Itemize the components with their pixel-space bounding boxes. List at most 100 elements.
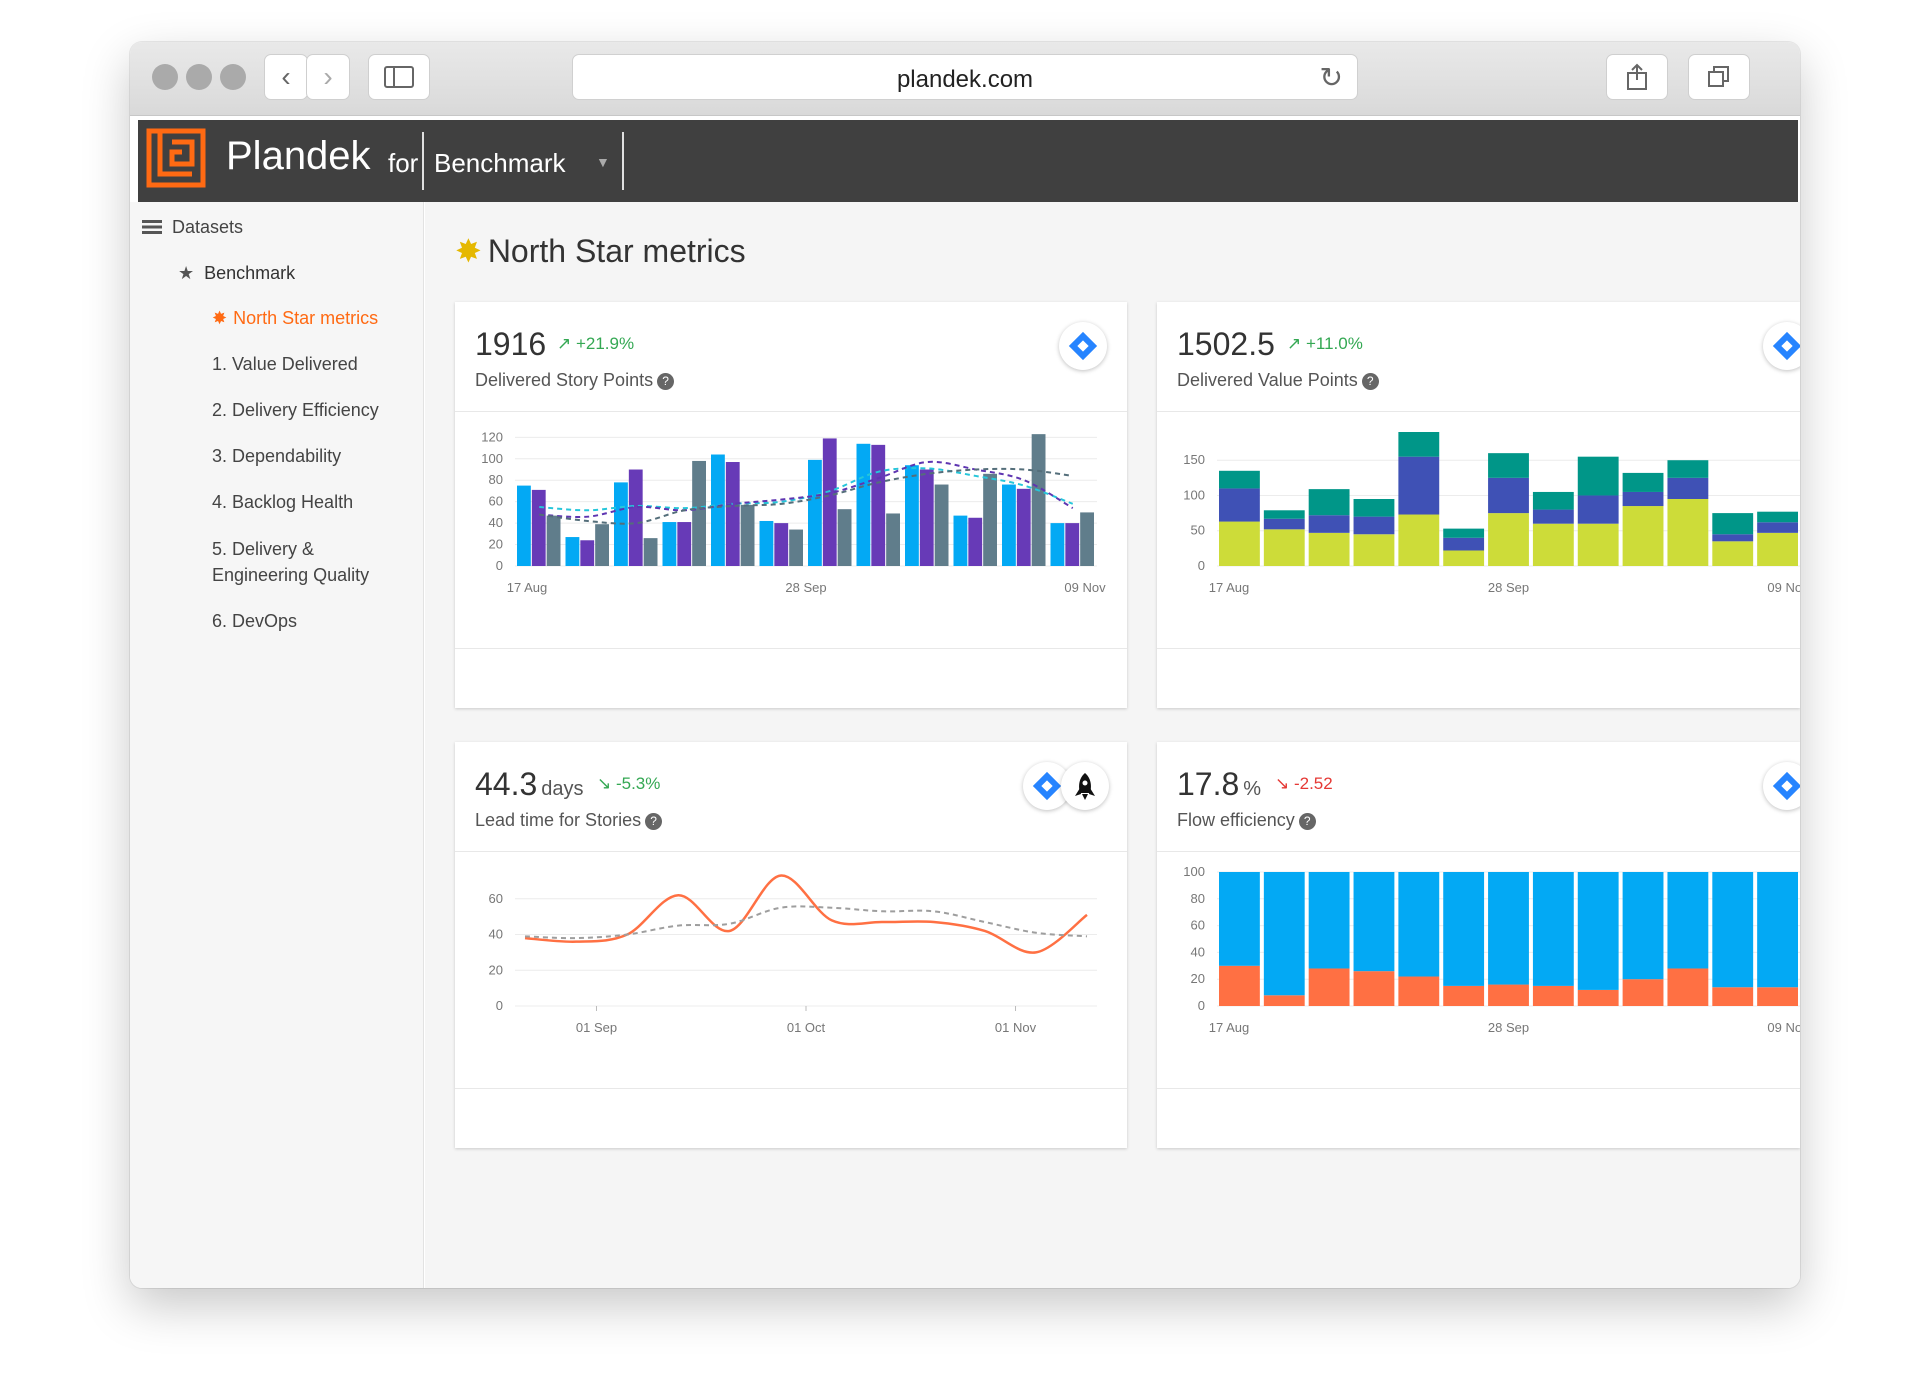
metric-name: Lead time for Stories? <box>475 810 663 831</box>
rocket-icon <box>1075 773 1095 800</box>
sidebar-item-backlog-health[interactable]: 4. Backlog Health <box>212 492 354 512</box>
x-tick-label: 09 Nov <box>1767 1020 1800 1035</box>
x-tick-label: 28 Sep <box>1488 1020 1529 1035</box>
stacked-bar-segment <box>1308 515 1350 533</box>
bar <box>1050 523 1065 566</box>
metric-card-value-points[interactable]: 1502.5 ↗ +11.0% Delivered Value Points? … <box>1157 302 1800 708</box>
sidebar-item-delivery-efficiency[interactable]: 2. Delivery Efficiency <box>212 400 379 420</box>
help-icon[interactable]: ? <box>645 813 663 830</box>
stacked-bar-segment <box>1622 979 1664 1006</box>
stacked-bar-segment <box>1353 534 1395 566</box>
x-tick-label: 09 Nov <box>1767 580 1800 595</box>
bar <box>808 459 822 566</box>
share-button[interactable] <box>1606 54 1668 100</box>
stacked-bar-segment <box>1577 456 1619 496</box>
tabs-button[interactable] <box>1688 54 1750 100</box>
help-icon[interactable]: ? <box>1361 373 1379 390</box>
stacked-bar-segment <box>1712 872 1754 988</box>
bar <box>934 484 949 566</box>
sidebar-icon <box>384 66 414 88</box>
stacked-bar-segment <box>1398 976 1440 1006</box>
dataset-selector[interactable]: Benchmark <box>434 148 566 178</box>
stacked-bar-segment <box>1443 985 1485 1006</box>
stacked-bar-segment <box>1577 495 1619 524</box>
chevron-right-icon: › <box>323 61 333 92</box>
minimize-window-button[interactable] <box>186 64 212 90</box>
sidebar-item-value-delivered[interactable]: 1. Value Delivered <box>212 354 358 374</box>
caret-down-icon[interactable]: ▼ <box>596 154 610 170</box>
plandek-logo-icon[interactable] <box>146 128 206 188</box>
sidebar-group-benchmark[interactable]: ★ Benchmark <box>178 263 295 284</box>
metric-card-flow-efficiency[interactable]: 17.8% ↘ -2.52 Flow efficiency? 0 20 40 60 80… <box>1157 742 1800 1148</box>
stacked-bar-segment <box>1712 534 1754 542</box>
help-icon[interactable]: ? <box>657 373 675 390</box>
reload-icon[interactable]: ↻ <box>1319 62 1343 93</box>
sidebar-item-label: North Star metrics <box>233 308 379 328</box>
y-tick-label: 50 <box>1191 523 1205 538</box>
bar <box>565 537 580 566</box>
metric-card-story-points[interactable]: 1916 ↗ +21.9% Delivered Story Points? 0 2… <box>455 302 1127 708</box>
stacked-bar-segment <box>1577 872 1619 990</box>
y-tick-label: 40 <box>489 927 503 942</box>
y-tick-label: 120 <box>481 429 503 444</box>
sidebar-item-delivery-quality-line2[interactable]: Engineering Quality <box>212 565 370 585</box>
card-header: 1916 ↗ +21.9% Delivered Story Points? <box>455 302 1127 412</box>
stacked-bar-segment <box>1532 491 1574 510</box>
sidebar-item-dependability[interactable]: 3. Dependability <box>212 446 342 466</box>
source-badge[interactable] <box>1059 322 1107 370</box>
metric-card-lead-time[interactable]: 44.3 days ↘ -5.3% Lead time for Stories? … <box>455 742 1127 1148</box>
trend-line <box>539 460 1074 518</box>
y-tick-label: 60 <box>489 494 503 509</box>
close-window-button[interactable] <box>152 64 178 90</box>
sidebar-toggle-button[interactable] <box>368 54 430 100</box>
y-tick-label: 0 <box>496 998 503 1013</box>
source-badge[interactable] <box>1763 762 1800 810</box>
address-bar[interactable]: plandek.com ↻ <box>572 54 1358 100</box>
y-tick-label: 20 <box>489 537 503 552</box>
stacked-bar-segment <box>1667 499 1709 566</box>
sidebar-item-north-star[interactable]: ✸ North Star metrics <box>212 308 378 329</box>
stacked-bar-segment <box>1219 521 1260 566</box>
y-tick-label: 0 <box>496 558 503 573</box>
bar <box>628 469 643 566</box>
bar <box>822 438 837 566</box>
bar <box>725 462 740 566</box>
x-tick-label: 01 Oct <box>787 1020 826 1035</box>
series-line <box>524 874 1088 954</box>
stacked-bar-segment <box>1398 432 1440 457</box>
metric-value: 17.8% <box>1177 766 1262 802</box>
stacked-bar-segment <box>1353 499 1395 517</box>
y-tick-label: 80 <box>489 472 503 487</box>
stacked-bar-segment <box>1712 987 1754 1006</box>
source-badge[interactable] <box>1763 322 1800 370</box>
card-footer <box>1157 648 1800 708</box>
card-footer <box>1157 1088 1800 1148</box>
sidebar-item-devops[interactable]: 6. DevOps <box>212 611 298 631</box>
stacked-bar-segment <box>1219 872 1260 966</box>
stacked-bar-segment <box>1757 532 1798 566</box>
stacked-bar-segment <box>1398 456 1440 515</box>
sidebar-datasets[interactable]: Datasets <box>142 217 243 238</box>
stacked-bar-segment <box>1757 522 1798 533</box>
stacked-bar-segment <box>1532 985 1574 1006</box>
star-icon: ★ <box>178 263 195 283</box>
stacked-bar-segment <box>1443 550 1485 566</box>
forward-button[interactable]: › <box>306 54 350 100</box>
stacked-bar-segment <box>1488 513 1529 566</box>
stacked-bar-segment <box>1488 453 1529 478</box>
stacked-bar-segment <box>1622 506 1664 566</box>
back-button[interactable]: ‹ <box>264 54 308 100</box>
bar <box>677 522 692 566</box>
bar <box>1002 484 1016 566</box>
north-star-icon: ✸ <box>212 308 228 328</box>
source-badge[interactable] <box>1061 762 1109 810</box>
stacked-bar-segment <box>1532 523 1574 566</box>
stacked-bar-segment <box>1443 537 1485 551</box>
maximize-window-button[interactable] <box>220 64 246 90</box>
help-icon[interactable]: ? <box>1298 813 1316 830</box>
jira-icon <box>1772 331 1800 361</box>
bar <box>1080 512 1094 566</box>
stacked-bar-segment <box>1667 460 1709 478</box>
stacked-bar-segment <box>1622 472 1664 492</box>
sidebar-item-delivery-quality[interactable]: 5. Delivery & <box>212 539 315 559</box>
